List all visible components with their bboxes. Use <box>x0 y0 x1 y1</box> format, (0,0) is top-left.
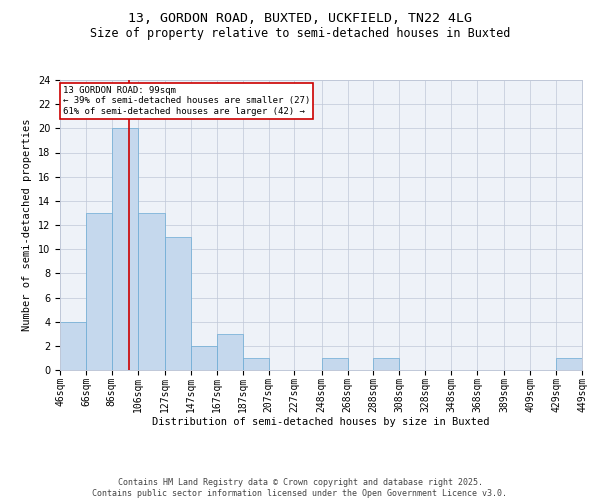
Text: Size of property relative to semi-detached houses in Buxted: Size of property relative to semi-detach… <box>90 28 510 40</box>
Bar <box>242 358 269 370</box>
Text: 13, GORDON ROAD, BUXTED, UCKFIELD, TN22 4LG: 13, GORDON ROAD, BUXTED, UCKFIELD, TN22 … <box>128 12 472 26</box>
Bar <box>138 213 165 370</box>
Bar <box>322 358 347 370</box>
X-axis label: Distribution of semi-detached houses by size in Buxted: Distribution of semi-detached houses by … <box>152 417 490 427</box>
Text: 13 GORDON ROAD: 99sqm
← 39% of semi-detached houses are smaller (27)
61% of semi: 13 GORDON ROAD: 99sqm ← 39% of semi-deta… <box>62 86 310 116</box>
Text: Contains HM Land Registry data © Crown copyright and database right 2025.
Contai: Contains HM Land Registry data © Crown c… <box>92 478 508 498</box>
Bar <box>60 322 86 370</box>
Bar <box>86 213 112 370</box>
Bar <box>165 237 191 370</box>
Bar <box>191 346 217 370</box>
Bar <box>373 358 400 370</box>
Bar <box>112 128 138 370</box>
Bar <box>217 334 242 370</box>
Bar <box>556 358 582 370</box>
Y-axis label: Number of semi-detached properties: Number of semi-detached properties <box>22 118 32 331</box>
